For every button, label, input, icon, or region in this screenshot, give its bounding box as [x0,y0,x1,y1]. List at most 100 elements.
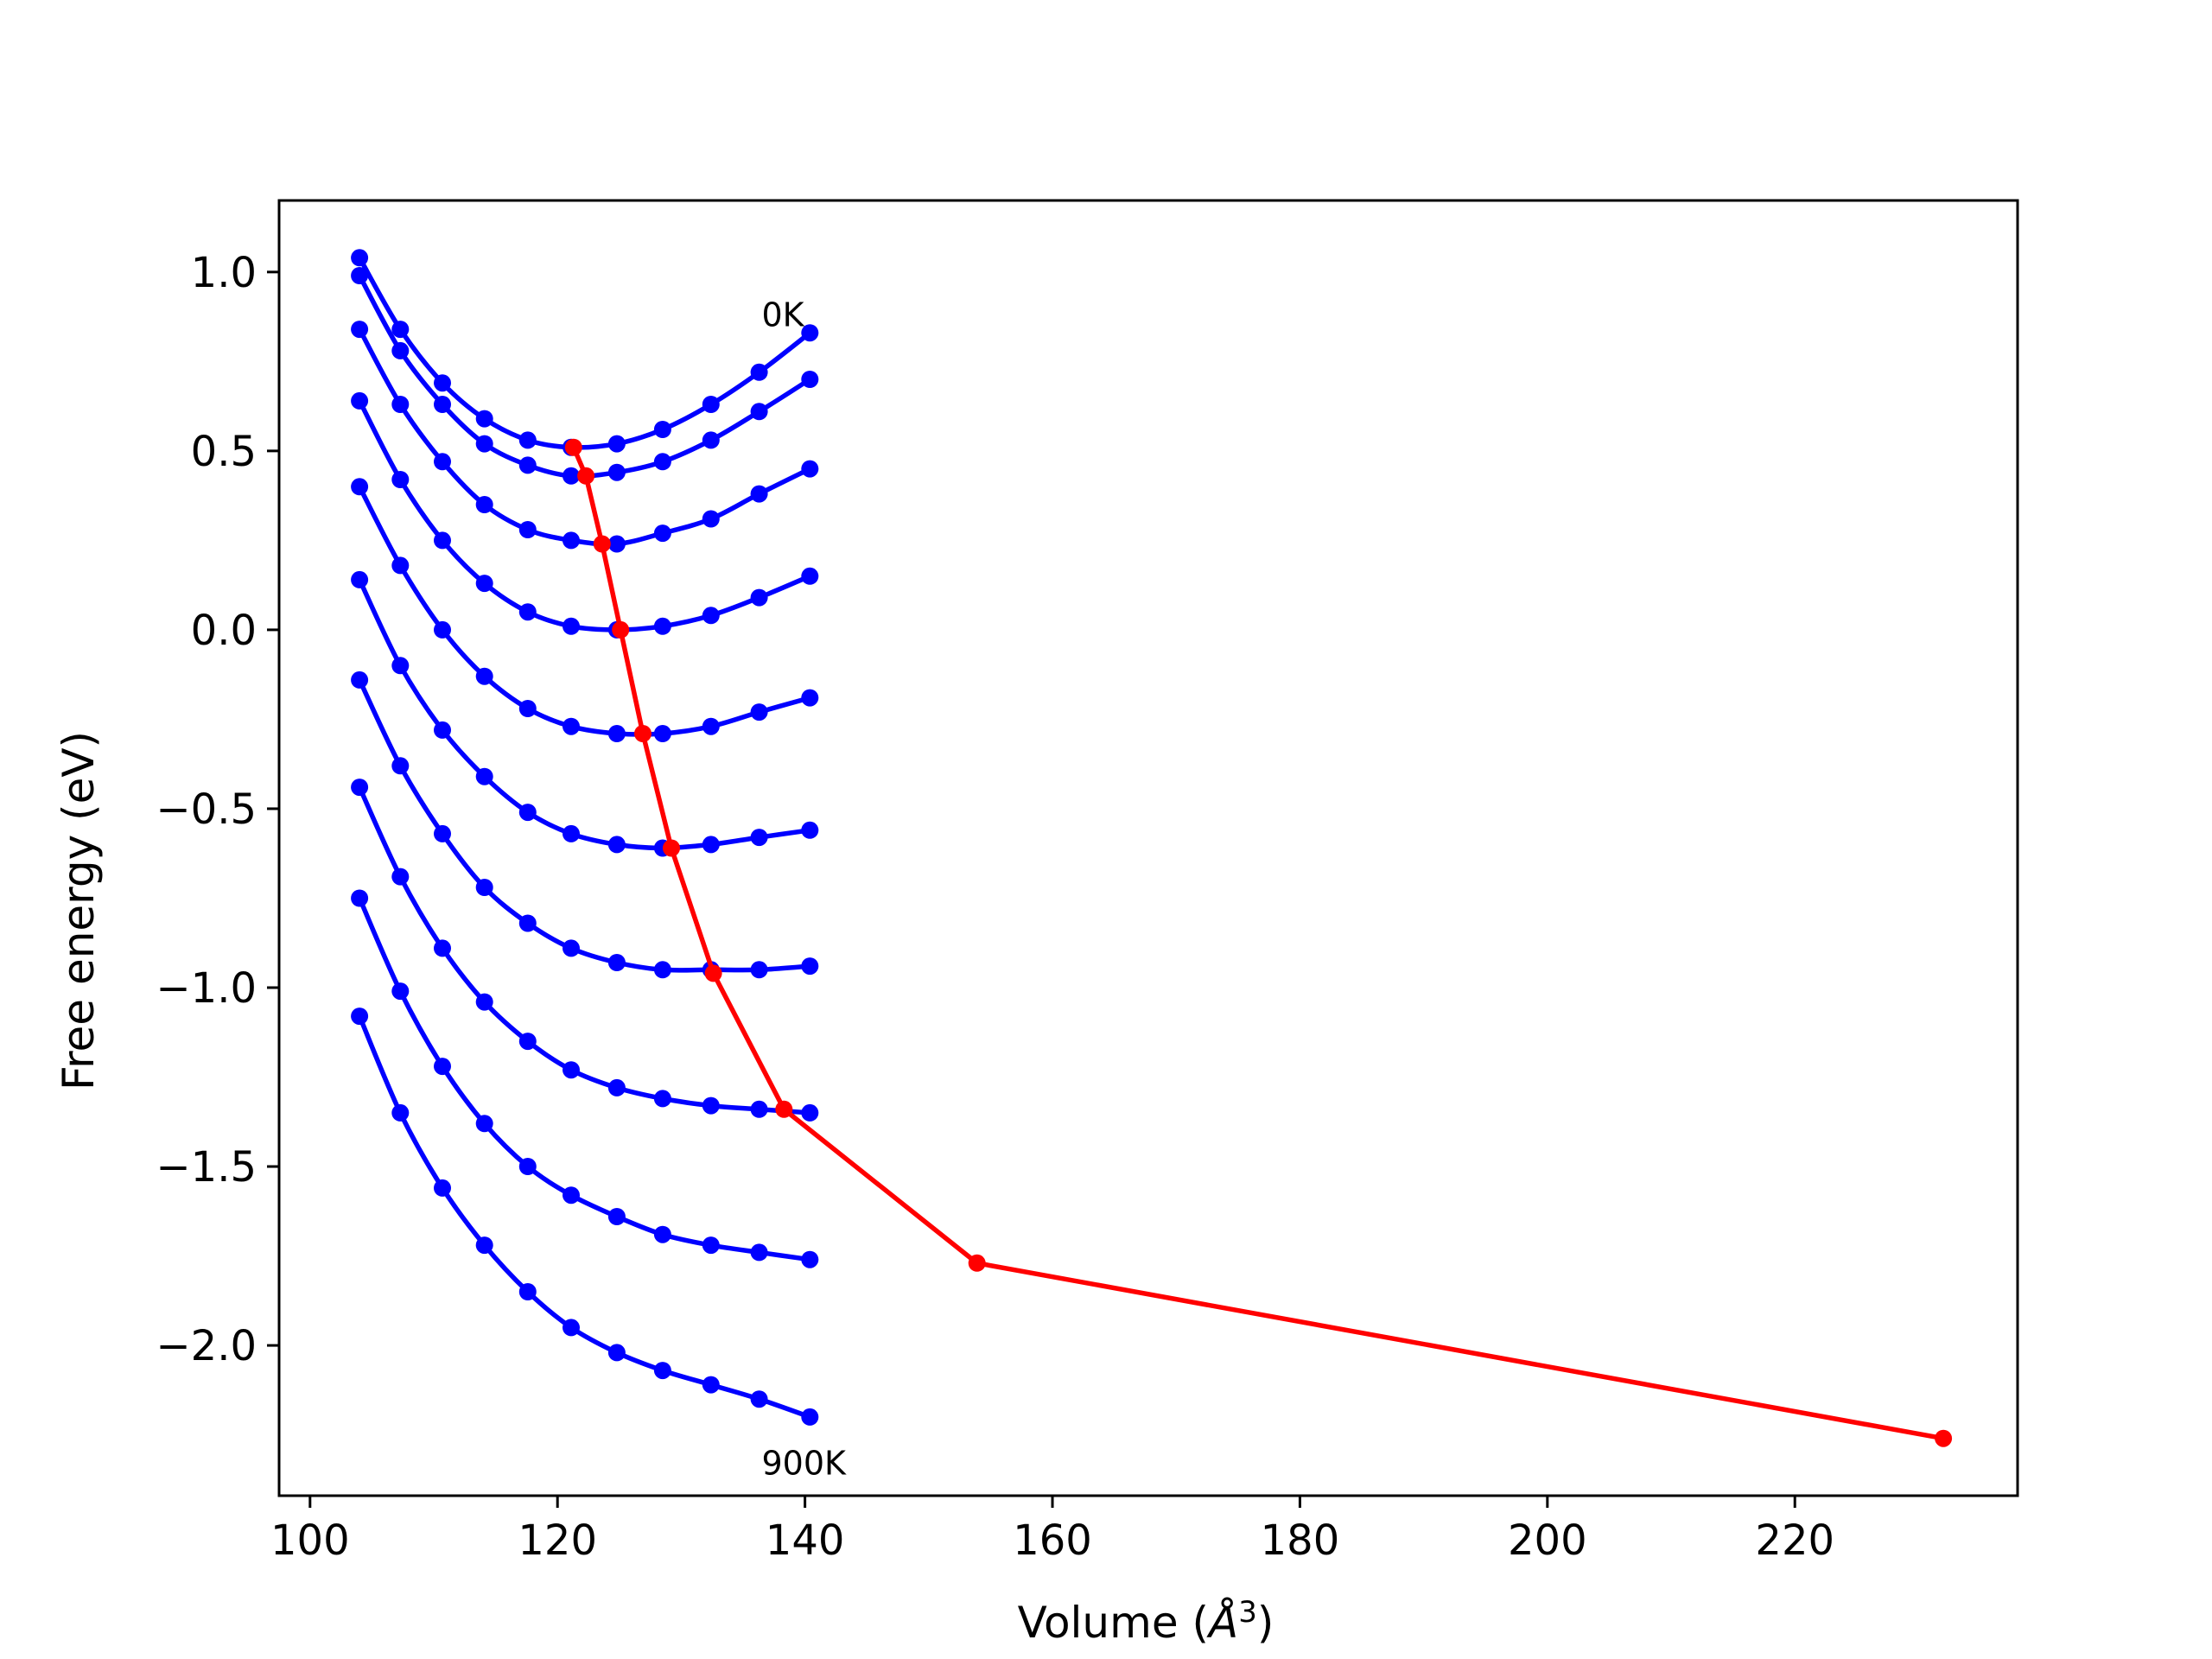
curve-point [750,363,768,381]
y-tick-label: −1.0 [156,964,257,1013]
curve-point [434,374,451,392]
curve-point [702,1376,720,1394]
curve-point [475,410,493,428]
y-tick-label: 0.5 [191,428,257,476]
curve-point [801,957,819,976]
curve-point [653,617,671,635]
curve-point [750,1243,768,1262]
curve-point [801,1250,819,1268]
curve-point [391,982,410,1001]
plot-frame [277,199,2019,1497]
curve-point [653,453,671,471]
curve-point [475,667,493,685]
curve-point [518,1158,537,1175]
curve-series-7 [351,779,819,1122]
curve-point [653,421,671,438]
x-axis-label: Volume (Å3) [1018,1595,1274,1648]
x-axis-label-text: Volume ( [1018,1598,1209,1648]
curve-point [653,524,671,543]
curve-point [391,757,410,775]
curve-point [518,1283,537,1300]
curve-point [391,657,410,675]
curve-point [563,1319,580,1337]
x-tick-label: 140 [766,1516,845,1565]
curve-point [563,824,580,842]
curve-point [702,1236,720,1255]
curve-point [801,460,819,478]
curve-point [475,1236,493,1255]
curve-point [351,889,369,907]
curve-point [518,521,537,538]
curve-point [518,700,537,717]
minima-point [775,1100,793,1118]
curve-point [702,396,720,413]
curve-point [563,617,580,635]
curve-point [434,1058,451,1076]
curve-point [351,321,369,339]
curve-point [702,717,720,735]
minima-point [634,725,652,742]
curve-point [351,779,369,797]
curve-point [434,453,451,471]
annotation-label: 900K [761,1445,847,1483]
curve-point [563,1061,580,1079]
curve-point [607,836,626,854]
curve-series-2 [351,321,819,553]
minima-point [968,1254,986,1272]
curve-point [653,1225,671,1243]
curve-point [607,1344,626,1362]
annotation-label: 0K [761,296,804,334]
curve-point [391,868,410,886]
curve-point [750,588,768,607]
curve-point [351,391,369,410]
curve-point [702,836,720,854]
minima-line [571,446,1944,1441]
curve-point [653,725,671,742]
curve-point [351,267,369,284]
curve-point [563,531,580,550]
curve-point [475,575,493,593]
curve-point [563,717,580,735]
curve-point [750,403,768,421]
curve-series-3 [351,391,819,639]
minima-point [704,964,722,982]
curve-point [391,341,410,359]
x-tick-label: 220 [1755,1516,1834,1565]
minima-point [1935,1429,1953,1447]
curve-point [391,1103,410,1122]
curve-point [475,496,493,513]
curve-point [607,725,626,742]
y-tick-label: 1.0 [191,249,257,297]
curve-point [563,939,580,957]
curve-point [351,1007,369,1026]
curve-series-1 [351,267,819,485]
x-axis-label-superscript: 3 [1238,1595,1257,1630]
annotations: 0K 900K [761,296,847,1483]
curve-point [518,603,537,621]
curve-point [750,1100,768,1118]
curve-point [702,431,720,449]
curve-point [750,703,768,721]
curve-point [475,767,493,785]
curve-point [653,961,671,979]
curve-point [801,371,819,388]
curve-point [801,821,819,839]
x-axis-label-unit: Å [1206,1598,1238,1648]
curve-point [475,1115,493,1133]
curve-point [475,435,493,453]
curve-point [391,321,410,339]
minima-point [663,839,680,857]
curve-point [702,510,720,528]
curve-series-8 [351,889,819,1268]
curve-point [607,954,626,971]
curve-point [801,324,819,342]
curve-point [518,431,537,449]
curve-point [607,435,626,453]
curve-point [434,531,451,550]
curve-series-5 [351,570,819,857]
curve-point [475,993,493,1011]
x-axis-ticks: 100 120 140 160 180 200 220 [270,1496,1834,1565]
curve-point [653,1090,671,1108]
y-axis-label: Free energy (eV) [54,731,104,1090]
